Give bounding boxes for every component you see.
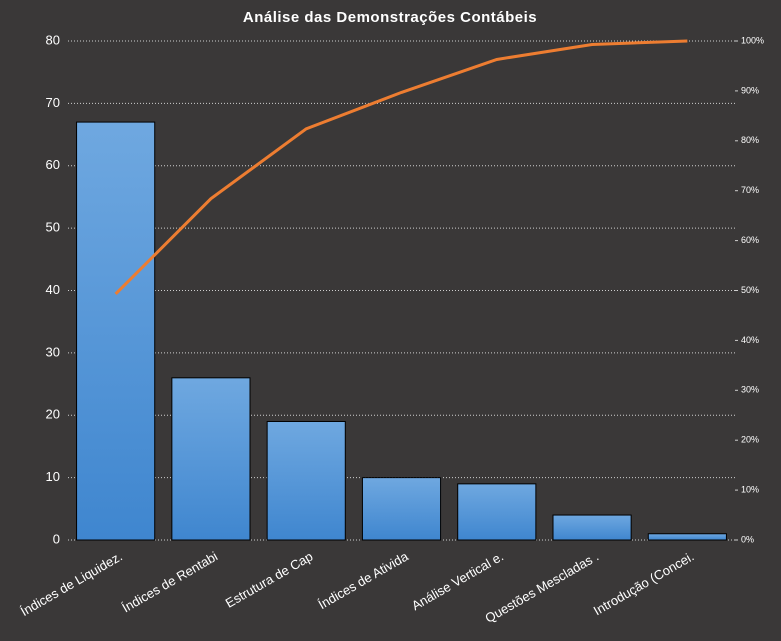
x-tick-label: Índices de Rentabi <box>119 549 220 616</box>
cumulative-line <box>114 39 688 296</box>
y-tick-label: 40 <box>46 282 60 297</box>
y2-tick-label: 70% <box>741 185 759 195</box>
y2-tick-label: 60% <box>741 235 759 245</box>
y2-tick-label: 40% <box>741 335 759 345</box>
y2-tick-label: 100% <box>741 35 764 45</box>
y2-tick-label: 50% <box>741 285 759 295</box>
bar <box>647 533 727 541</box>
y-tick-label: 10 <box>46 469 60 484</box>
y-tick-label: 30 <box>46 344 60 359</box>
bar <box>171 377 251 541</box>
y-tick-label: 60 <box>46 157 60 172</box>
y-tick-label: 70 <box>46 95 60 110</box>
y2-tick-label: 0% <box>741 534 754 544</box>
y2-tick-label: 30% <box>741 385 759 395</box>
bar <box>457 483 537 541</box>
y2-tick-label: 10% <box>741 484 759 494</box>
y-tick-label: 20 <box>46 407 60 422</box>
x-tick-label: Índices de Ativida <box>316 548 412 612</box>
x-tick-label: Índices de Liquidez. <box>18 549 125 619</box>
bar <box>266 420 346 541</box>
y-tick-label: 50 <box>46 220 60 235</box>
x-tick-label: Introdução (Concei. <box>591 549 697 619</box>
bar <box>76 121 156 541</box>
y-tick-label: 0 <box>53 531 60 546</box>
y2-tick-label: 80% <box>741 135 759 145</box>
bar <box>552 514 632 541</box>
bar <box>361 477 442 541</box>
chart-title: Análise das Demonstrações Contábeis <box>243 9 537 26</box>
x-tick-label: Análise Vertical e. <box>409 549 506 614</box>
x-tick-label: Estrutura de Cap <box>223 549 316 611</box>
y2-tick-label: 20% <box>741 435 759 445</box>
y-tick-label: 80 <box>46 32 60 47</box>
y2-tick-label: 90% <box>741 85 759 95</box>
